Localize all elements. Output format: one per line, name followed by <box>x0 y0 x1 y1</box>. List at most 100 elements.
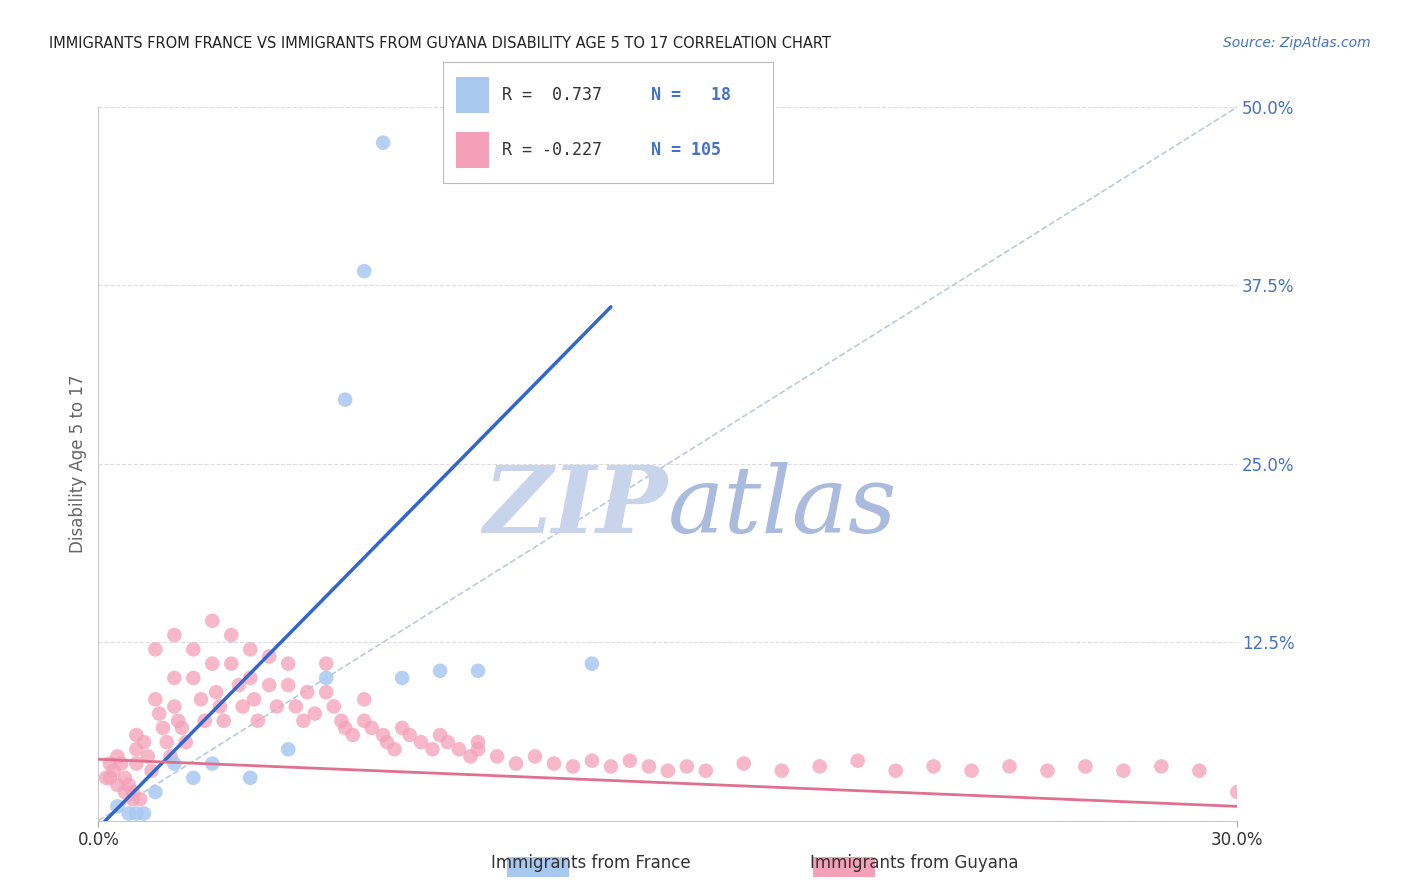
Point <box>315 671 337 685</box>
Point <box>125 756 148 771</box>
Point <box>125 728 148 742</box>
Point <box>846 754 869 768</box>
Point <box>145 692 167 706</box>
Point <box>998 759 1021 773</box>
Point <box>118 806 141 821</box>
Point <box>239 771 262 785</box>
Point <box>239 671 262 685</box>
Point <box>581 657 603 671</box>
Text: Source: ZipAtlas.com: Source: ZipAtlas.com <box>1223 36 1371 50</box>
Point <box>371 136 394 150</box>
Point <box>619 754 641 768</box>
Point <box>429 728 451 742</box>
Point <box>259 649 281 664</box>
Point <box>232 699 254 714</box>
Point <box>156 735 179 749</box>
Point <box>163 756 186 771</box>
Point <box>770 764 793 778</box>
Point <box>467 664 489 678</box>
Point <box>152 721 174 735</box>
Point <box>960 764 983 778</box>
Text: IMMIGRANTS FROM FRANCE VS IMMIGRANTS FROM GUYANA DISABILITY AGE 5 TO 17 CORRELAT: IMMIGRANTS FROM FRANCE VS IMMIGRANTS FRO… <box>49 36 831 51</box>
Point <box>384 742 406 756</box>
Text: Immigrants from Guyana: Immigrants from Guyana <box>810 855 1018 872</box>
Point <box>94 771 117 785</box>
Point <box>266 699 288 714</box>
Point <box>315 685 337 699</box>
Point <box>733 756 755 771</box>
Point <box>201 756 224 771</box>
Point <box>695 764 717 778</box>
Point <box>422 742 444 756</box>
Point <box>467 742 489 756</box>
Point <box>391 671 413 685</box>
Bar <box>456 132 489 169</box>
Point <box>103 764 125 778</box>
Point <box>277 742 299 756</box>
Point <box>486 749 509 764</box>
Point <box>657 764 679 778</box>
Point <box>884 764 907 778</box>
Point <box>212 714 235 728</box>
Point <box>121 792 143 806</box>
Point <box>167 714 190 728</box>
Point <box>163 699 186 714</box>
Point <box>353 264 375 278</box>
Point <box>398 728 420 742</box>
Point <box>107 799 129 814</box>
Point <box>342 728 364 742</box>
Point <box>221 628 243 642</box>
Point <box>460 749 482 764</box>
Point <box>118 778 141 792</box>
Point <box>246 714 269 728</box>
Point <box>208 699 231 714</box>
Point <box>239 642 262 657</box>
Point <box>1226 785 1249 799</box>
Text: ZIP: ZIP <box>484 462 668 551</box>
Point <box>183 671 205 685</box>
Point <box>600 759 623 773</box>
Point <box>411 735 433 749</box>
Point <box>201 614 224 628</box>
Point <box>322 699 344 714</box>
Point <box>114 771 136 785</box>
Point <box>183 771 205 785</box>
Point <box>581 754 603 768</box>
Point <box>221 657 243 671</box>
Point <box>205 685 228 699</box>
Text: Immigrants from France: Immigrants from France <box>491 855 690 872</box>
Point <box>136 749 159 764</box>
Text: N = 105: N = 105 <box>651 141 721 160</box>
Point <box>201 657 224 671</box>
Point <box>543 756 565 771</box>
Point <box>163 628 186 642</box>
Point <box>922 759 945 773</box>
Point <box>391 721 413 735</box>
Point <box>183 642 205 657</box>
Point <box>190 692 212 706</box>
Point <box>277 678 299 692</box>
Point <box>1150 759 1173 773</box>
Point <box>1036 764 1059 778</box>
Point <box>174 735 197 749</box>
Point <box>121 785 143 799</box>
Point <box>292 714 315 728</box>
Point <box>505 756 527 771</box>
Point <box>159 749 181 764</box>
Point <box>141 764 163 778</box>
Point <box>315 657 337 671</box>
Point <box>676 759 699 773</box>
Point <box>330 714 353 728</box>
Point <box>129 792 152 806</box>
Point <box>562 759 585 773</box>
Point <box>145 785 167 799</box>
Text: atlas: atlas <box>668 462 897 551</box>
Point <box>371 728 394 742</box>
Point <box>449 742 471 756</box>
Point <box>436 735 458 749</box>
Point <box>107 749 129 764</box>
Text: R =  0.737: R = 0.737 <box>502 86 602 104</box>
Point <box>243 692 266 706</box>
Point <box>277 657 299 671</box>
Point <box>163 671 186 685</box>
